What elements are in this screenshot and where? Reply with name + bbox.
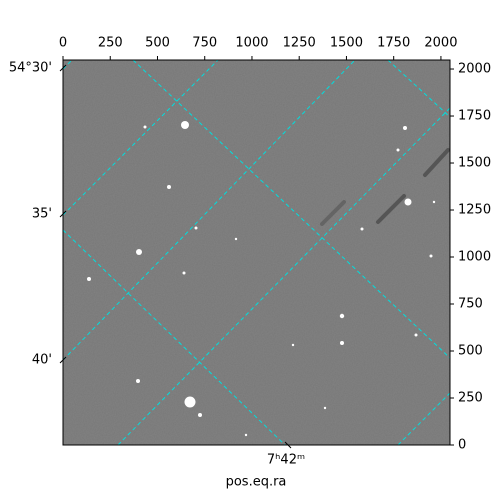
dec-tick [59, 64, 67, 72]
dec-tick-label: 40' [32, 353, 52, 368]
ra-tick-label: 7ʰ42ᵐ [267, 453, 305, 468]
x-tick-label: 500 [145, 36, 170, 51]
ra-tick [284, 441, 292, 449]
image [62, 59, 451, 446]
dec-tick [59, 210, 67, 218]
x-tick-label: 1250 [283, 36, 316, 51]
coordinate-grid [63, 60, 450, 445]
y-tick-label: 1500 [458, 156, 491, 171]
x-tick-label: 750 [192, 36, 217, 51]
x-tick-label: 1000 [235, 36, 268, 51]
x-tick-label: 2000 [424, 36, 457, 51]
y-tick-label: 1250 [458, 203, 491, 218]
y-tick-label: 1000 [458, 250, 491, 265]
y-tick-label: 1750 [458, 109, 491, 124]
y-tick-label: 2000 [458, 62, 491, 77]
x-axis-label: pos.eq.ra [226, 475, 287, 490]
x-tick-label: 0 [59, 36, 67, 51]
y-tick-label: 0 [458, 438, 466, 453]
y-tick-label: 500 [458, 344, 483, 359]
x-tick-label: 1750 [377, 36, 410, 51]
y-tick-label: 250 [458, 391, 483, 406]
dec-tick [59, 356, 67, 364]
dec-tick-label: 35' [32, 206, 52, 221]
x-tick-label: 250 [98, 36, 123, 51]
x-tick-label: 1500 [330, 36, 363, 51]
y-tick-label: 750 [458, 297, 483, 312]
dec-tick-label: 54°30' [9, 61, 52, 76]
